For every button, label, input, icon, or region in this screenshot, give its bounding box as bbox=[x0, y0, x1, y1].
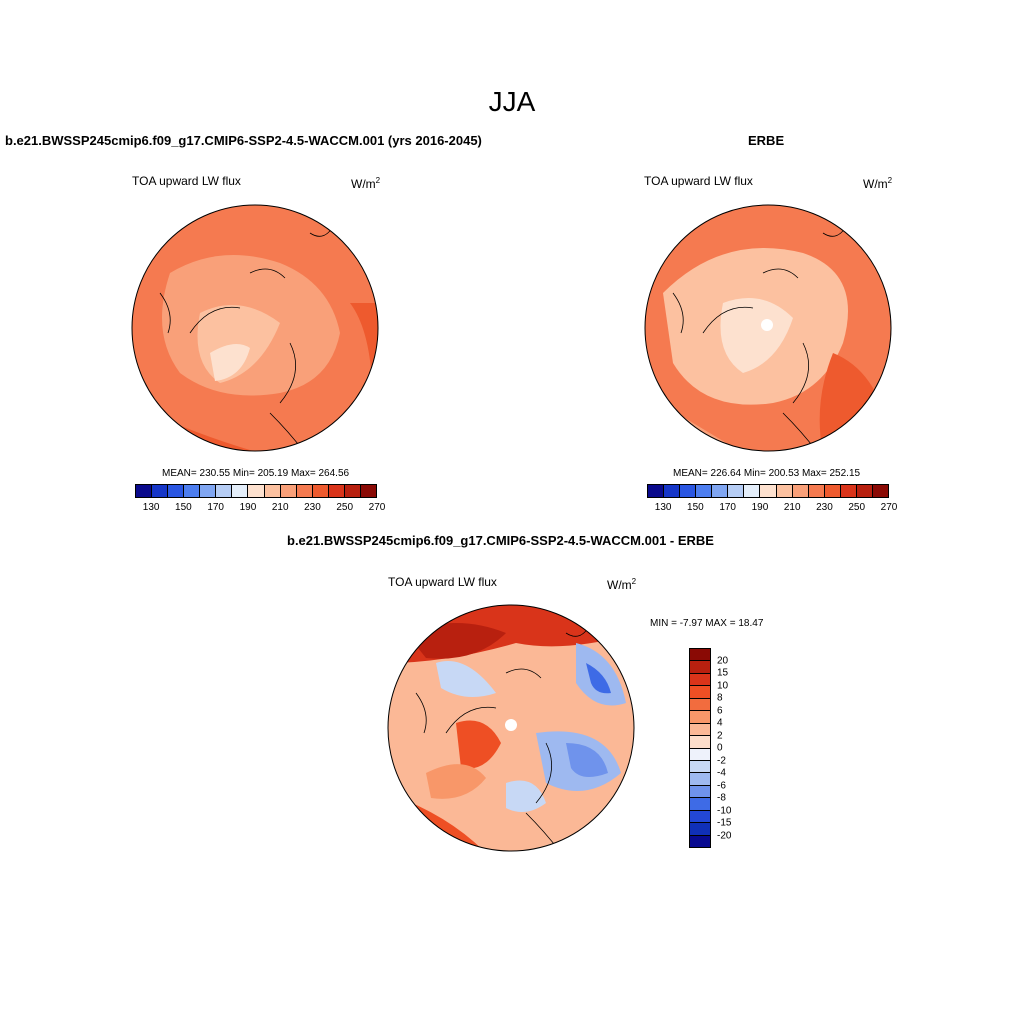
obs-colorbar-tick-label: 130 bbox=[654, 502, 672, 513]
model-colorbar-swatch bbox=[264, 485, 281, 497]
model-colorbar-swatch bbox=[344, 485, 361, 497]
obs-polar-map bbox=[644, 204, 892, 452]
obs-colorbar-swatch bbox=[712, 485, 729, 497]
model-colorbar-swatch bbox=[280, 485, 297, 497]
model-colorbar-tick-label: 170 bbox=[207, 502, 224, 513]
diff-colorbar-swatch bbox=[690, 748, 710, 761]
diff-colorbar-tick-label: -6 bbox=[717, 780, 726, 791]
obs-stats: MEAN= 226.64 Min= 200.53 Max= 252.15 bbox=[673, 468, 861, 479]
model-colorbar-tick-label: 250 bbox=[336, 502, 354, 513]
obs-colorbar-swatch bbox=[728, 485, 745, 497]
diff-variable-label: TOA upward LW flux bbox=[388, 575, 497, 589]
model-colorbar-tick-label: 230 bbox=[304, 502, 321, 513]
model-colorbar-swatch bbox=[168, 485, 185, 497]
obs-colorbar-swatch bbox=[776, 485, 793, 497]
diff-colorbar-tick-label: -2 bbox=[717, 755, 726, 766]
diff-colorbar-swatch bbox=[690, 810, 710, 824]
obs-colorbar-swatch bbox=[744, 485, 761, 497]
diff-units-label: W/m2 bbox=[607, 577, 637, 592]
obs-colorbar-swatch bbox=[792, 485, 809, 497]
obs-colorbar-swatch bbox=[664, 485, 681, 497]
model-colorbar-swatch bbox=[184, 485, 201, 497]
diff-colorbar-tick-label: -10 bbox=[717, 805, 732, 816]
diff-colorbar-swatch bbox=[690, 785, 710, 799]
diff-colorbar-tick-label: -20 bbox=[717, 830, 732, 841]
diff-colorbar-swatch bbox=[690, 736, 710, 749]
diff-colorbar bbox=[689, 648, 711, 848]
obs-colorbar-tick-label: 190 bbox=[751, 502, 769, 513]
diff-colorbar-tick-label: -15 bbox=[717, 817, 732, 829]
diff-colorbar-swatch bbox=[690, 798, 710, 811]
model-variable-label: TOA upward LW flux bbox=[132, 174, 241, 188]
model-colorbar-tick-label: 150 bbox=[175, 502, 192, 513]
model-colorbar-swatch bbox=[216, 485, 233, 497]
diff-colorbar-swatch bbox=[690, 661, 710, 674]
model-stats: MEAN= 230.55 Min= 205.19 Max= 264.56 bbox=[162, 468, 350, 479]
obs-case-title: ERBE bbox=[748, 133, 785, 148]
diff-colorbar-swatch bbox=[690, 711, 710, 724]
model-colorbar-swatch bbox=[312, 485, 329, 497]
diff-colorbar-swatch bbox=[690, 835, 710, 847]
diff-colorbar-tick-label: 10 bbox=[717, 680, 729, 691]
diff-colorbar-tick-label: 2 bbox=[717, 730, 723, 741]
obs-colorbar-swatch bbox=[872, 485, 888, 497]
obs-colorbar-ticks: 130 150 170 190 210 230 250 270 bbox=[647, 502, 898, 516]
model-colorbar-swatch bbox=[360, 485, 376, 497]
model-units-label: W/m2 bbox=[351, 176, 381, 191]
page-title: JJA bbox=[488, 86, 536, 117]
obs-colorbar-swatch bbox=[696, 485, 713, 497]
obs-colorbar-tick-label: 210 bbox=[783, 502, 801, 513]
model-colorbar-tick-label: 210 bbox=[271, 502, 289, 513]
model-colorbar-tick-label: 270 bbox=[368, 502, 386, 513]
obs-variable-label: TOA upward LW flux bbox=[644, 174, 753, 188]
obs-colorbar-tick-label: 150 bbox=[687, 502, 704, 513]
model-colorbar bbox=[135, 484, 377, 498]
model-colorbar-swatch bbox=[152, 485, 169, 497]
obs-colorbar-tick-label: 230 bbox=[816, 502, 833, 513]
diff-case-title: b.e21.BWSSP245cmip6.f09_g17.CMIP6-SSP2-4… bbox=[287, 533, 714, 548]
obs-colorbar-swatch bbox=[760, 485, 777, 497]
model-colorbar-swatch bbox=[136, 485, 153, 497]
model-case-title: b.e21.BWSSP245cmip6.f09_g17.CMIP6-SSP2-4… bbox=[5, 133, 482, 148]
diff-colorbar-ticks: 20 15 10 8 6 4 2 0 -2 -4 -6 -8 -10 -15 -20 bbox=[717, 648, 757, 848]
diff-colorbar-tick-label: 6 bbox=[717, 705, 723, 716]
diff-colorbar-tick-label: -4 bbox=[717, 767, 726, 779]
diff-colorbar-swatch bbox=[690, 773, 710, 786]
diff-colorbar-tick-label: 20 bbox=[717, 655, 729, 666]
diff-colorbar-swatch bbox=[690, 673, 710, 687]
obs-colorbar-swatch bbox=[648, 485, 665, 497]
model-colorbar-swatch bbox=[232, 485, 249, 497]
obs-colorbar-swatch bbox=[808, 485, 825, 497]
diff-colorbar-tick-label: 15 bbox=[717, 667, 729, 679]
model-colorbar-tick-label: 130 bbox=[142, 502, 160, 513]
diff-colorbar-swatch bbox=[690, 686, 710, 699]
diff-colorbar-swatch bbox=[690, 823, 710, 836]
diff-colorbar-tick-label: -8 bbox=[717, 792, 726, 804]
model-colorbar-swatch bbox=[296, 485, 313, 497]
diff-colorbar-tick-label: 0 bbox=[717, 742, 723, 754]
model-colorbar-tick-label: 190 bbox=[239, 502, 257, 513]
diff-colorbar-tick-label: 8 bbox=[717, 692, 723, 704]
diff-colorbar-swatch bbox=[690, 649, 710, 662]
diff-colorbar-tick-label: 4 bbox=[717, 717, 723, 729]
obs-colorbar-swatch bbox=[856, 485, 873, 497]
obs-colorbar-tick-label: 170 bbox=[719, 502, 736, 513]
obs-colorbar-swatch bbox=[680, 485, 697, 497]
model-colorbar-swatch bbox=[248, 485, 265, 497]
model-polar-map bbox=[131, 204, 379, 452]
obs-colorbar-tick-label: 270 bbox=[880, 502, 898, 513]
diff-polar-map bbox=[387, 604, 635, 852]
diff-colorbar-swatch bbox=[690, 723, 710, 737]
obs-colorbar-tick-label: 250 bbox=[848, 502, 866, 513]
diff-stats: MIN = -7.97 MAX = 18.47 bbox=[650, 618, 764, 629]
obs-colorbar bbox=[647, 484, 889, 498]
obs-colorbar-swatch bbox=[824, 485, 841, 497]
diff-colorbar-swatch bbox=[690, 760, 710, 774]
model-colorbar-swatch bbox=[328, 485, 345, 497]
model-colorbar-swatch bbox=[200, 485, 217, 497]
model-colorbar-ticks: 130 150 170 190 210 230 250 270 bbox=[135, 502, 386, 516]
obs-colorbar-swatch bbox=[840, 485, 857, 497]
diff-colorbar-swatch bbox=[690, 698, 710, 712]
obs-units-label: W/m2 bbox=[863, 176, 893, 191]
